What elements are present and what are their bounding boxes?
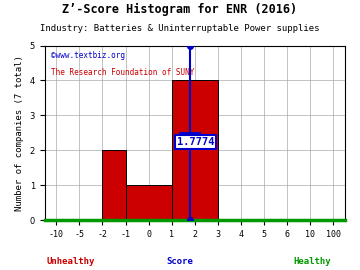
Text: Industry: Batteries & Uninterruptable Power supplies: Industry: Batteries & Uninterruptable Po… [40, 24, 320, 33]
Text: Unhealthy: Unhealthy [47, 257, 95, 266]
Text: The Research Foundation of SUNY: The Research Foundation of SUNY [51, 68, 194, 77]
Y-axis label: Number of companies (7 total): Number of companies (7 total) [15, 55, 24, 211]
Text: ©www.textbiz.org: ©www.textbiz.org [51, 51, 125, 60]
Bar [126, 185, 172, 220]
Text: Score: Score [167, 257, 193, 266]
Text: 1.7774: 1.7774 [177, 137, 215, 147]
Bar [172, 80, 218, 220]
Bar [102, 150, 126, 220]
Text: Z’-Score Histogram for ENR (2016): Z’-Score Histogram for ENR (2016) [62, 3, 298, 16]
Text: Healthy: Healthy [293, 257, 331, 266]
